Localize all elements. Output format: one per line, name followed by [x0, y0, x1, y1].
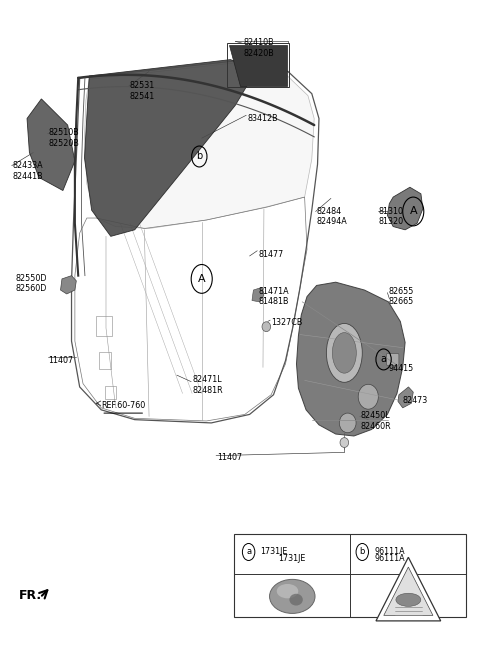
Text: REF.60-760: REF.60-760 [101, 401, 145, 410]
Text: 1731JE: 1731JE [261, 548, 288, 556]
Polygon shape [252, 287, 264, 302]
Text: 83412B: 83412B [247, 114, 278, 123]
Ellipse shape [277, 584, 298, 598]
Text: A: A [409, 207, 417, 216]
Text: 82471L
82481R: 82471L 82481R [192, 375, 223, 395]
Text: 11407: 11407 [48, 356, 74, 365]
Text: 94415: 94415 [388, 364, 414, 373]
Polygon shape [27, 99, 75, 190]
Bar [227, 43, 289, 87]
Ellipse shape [332, 333, 356, 373]
Polygon shape [297, 282, 405, 436]
Ellipse shape [358, 384, 378, 409]
Text: a: a [381, 354, 386, 365]
Polygon shape [228, 45, 287, 86]
Ellipse shape [326, 323, 362, 382]
Text: b: b [196, 152, 203, 161]
Ellipse shape [396, 593, 421, 606]
Text: 1731JE: 1731JE [278, 554, 306, 563]
Text: 82473: 82473 [403, 396, 428, 405]
Polygon shape [84, 60, 257, 236]
Text: 81310
81320: 81310 81320 [379, 207, 404, 226]
Text: 82510B
82520B: 82510B 82520B [48, 129, 79, 148]
Text: 82410B
82420B: 82410B 82420B [244, 38, 275, 58]
Text: 82450L
82460R: 82450L 82460R [360, 411, 391, 430]
Bar [96, 316, 112, 336]
Text: 82550D
82560D: 82550D 82560D [15, 274, 47, 293]
Text: A: A [198, 274, 205, 284]
Bar [234, 533, 467, 617]
Ellipse shape [289, 594, 303, 605]
Polygon shape [376, 557, 441, 621]
Text: 82655
82665: 82655 82665 [388, 287, 414, 306]
Ellipse shape [270, 579, 315, 613]
Text: b: b [360, 548, 365, 556]
Polygon shape [84, 63, 314, 228]
Ellipse shape [339, 413, 356, 433]
Text: 96111A: 96111A [374, 548, 405, 556]
Polygon shape [60, 276, 76, 294]
Bar [99, 352, 111, 369]
Polygon shape [387, 187, 423, 230]
Polygon shape [398, 387, 413, 408]
Text: 82484
82494A: 82484 82494A [317, 207, 348, 226]
Ellipse shape [262, 322, 271, 331]
Text: 11407: 11407 [217, 453, 242, 462]
Text: 96111A: 96111A [374, 554, 405, 563]
Ellipse shape [340, 438, 348, 447]
Text: a: a [246, 548, 251, 556]
Text: 82531
82541: 82531 82541 [130, 81, 155, 101]
FancyBboxPatch shape [386, 354, 399, 365]
Text: 82433A
82441B: 82433A 82441B [12, 161, 43, 180]
Text: 81477: 81477 [258, 250, 283, 259]
Text: 1327CB: 1327CB [271, 318, 302, 327]
Text: 81471A
81481B: 81471A 81481B [258, 287, 289, 306]
Polygon shape [384, 567, 433, 615]
Bar [105, 386, 116, 399]
Text: FR.: FR. [19, 588, 42, 602]
